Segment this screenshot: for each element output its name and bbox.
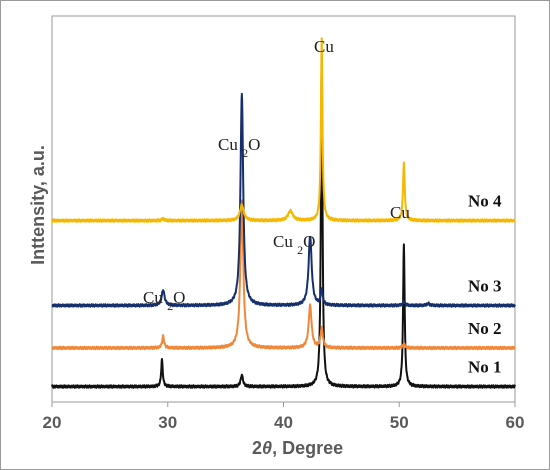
series-line-no-3 [51,92,516,308]
series-line-no-1 [51,54,516,389]
x-axis-title-post: , Degree [272,438,343,458]
x-axis-title-theta: θ [262,438,272,458]
series-layer [51,37,516,389]
plot-area [51,15,516,403]
series-line-no-4 [51,37,516,223]
series-label-no-1: No 1 [468,358,502,377]
x-tick-label: 50 [390,413,409,432]
subscript: 2 [167,299,173,313]
x-tick-label: 20 [43,413,62,432]
x-tick-layer: 20 30 40 50 60 [43,402,525,432]
series-label-no-3: No 3 [468,277,502,296]
formula-tail: O [173,288,185,307]
formula-tail: O [248,135,260,154]
series-label-no-4: No 4 [468,192,502,211]
x-tick-label: 60 [506,413,525,432]
peak-label-cu2o-left: Cu 2O [143,288,185,313]
x-tick-label: 40 [274,413,293,432]
peak-label-text: Cu [218,135,238,154]
series-label-layer: No 1 No 2 No 3 No 4 [468,192,502,377]
x-tick-label: 30 [158,413,177,432]
subscript: 2 [297,243,303,257]
y-axis-title: Inttensity, a.u. [28,145,48,265]
formula-tail: O [303,232,315,251]
series-label-no-2: No 2 [468,319,502,338]
peak-label-cu-right: Cu [390,203,410,222]
x-axis-title-pre: 2 [252,438,262,458]
peak-label-text: Cu [273,232,293,251]
peak-label-cu-main: Cu [314,37,334,56]
subscript: 2 [242,146,248,160]
series-line-no-2 [51,199,516,351]
x-axis-title: 2θ, Degree [252,438,343,458]
peak-label-cu2o-mid: Cu 2O [273,232,315,257]
peak-label-cu2o-main: Cu 2O [218,135,260,160]
peak-label-text: Cu [143,288,163,307]
